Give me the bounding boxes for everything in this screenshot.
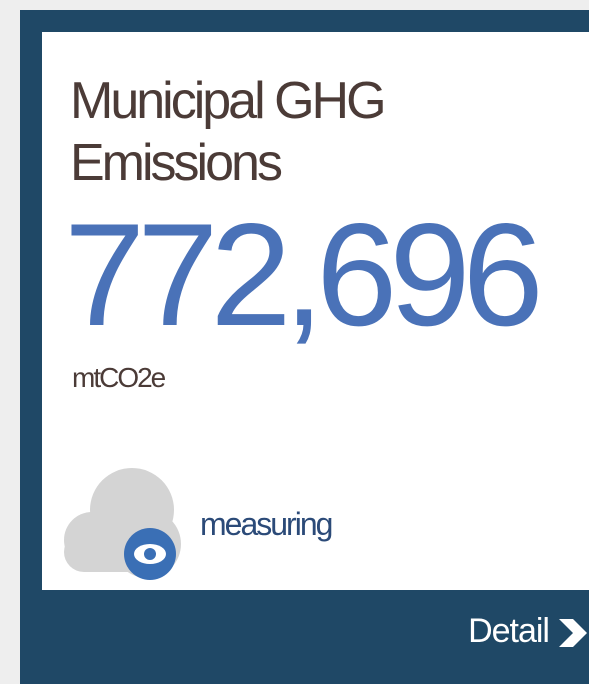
title-line: Emissions [70, 134, 283, 192]
metric-value: 772,696 [64, 193, 544, 356]
metric-unit: mtCO2e [72, 362, 166, 393]
status-icon [64, 468, 181, 580]
widget-title: Municipal GHG Emissions [70, 70, 387, 194]
status-label: measuring [200, 506, 333, 542]
widget-card: Municipal GHG Emissions 772,696 mtCO2e m… [42, 32, 589, 590]
title-line: Municipal GHG [70, 72, 387, 130]
detail-chevron[interactable] [555, 616, 589, 650]
detail-link[interactable]: Detail [468, 612, 550, 650]
